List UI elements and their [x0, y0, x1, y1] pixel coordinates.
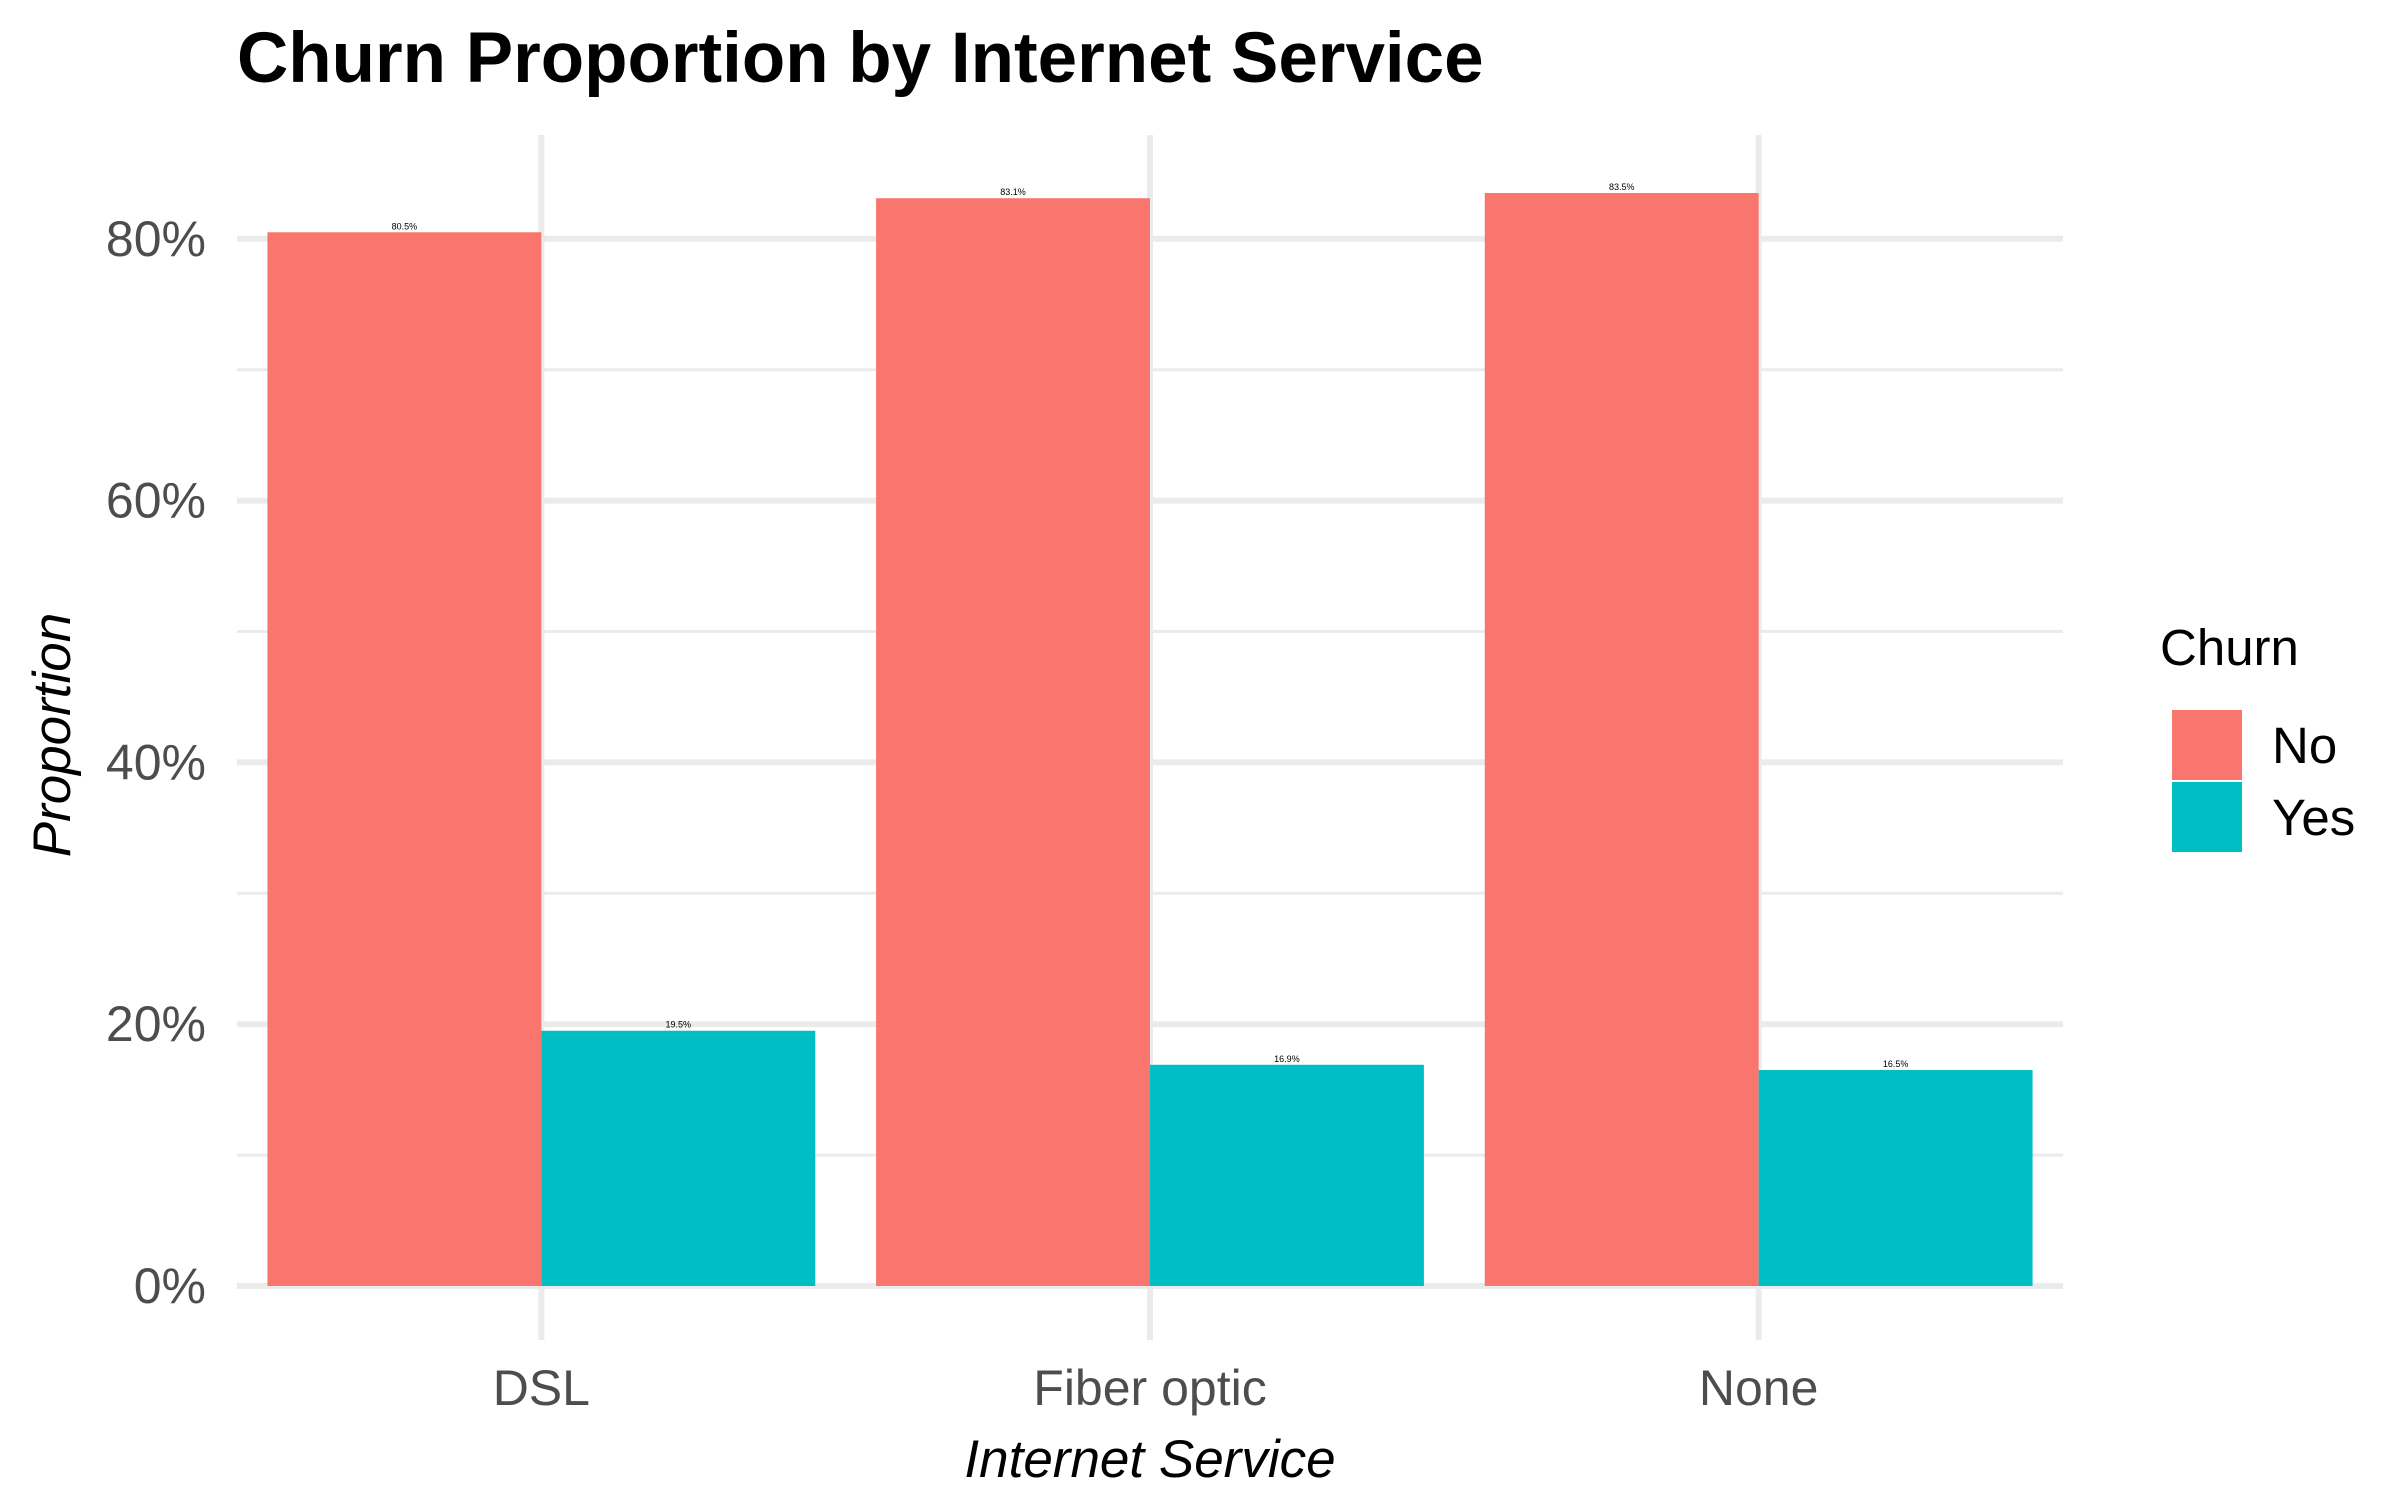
legend-label-no: No	[2272, 717, 2337, 774]
y-tick-label: 20%	[106, 996, 206, 1052]
legend-key-no	[2172, 710, 2242, 780]
bar-value-label: 83.1%	[1000, 187, 1026, 197]
legend-label-yes: Yes	[2272, 789, 2355, 846]
legend-key-yes	[2172, 782, 2242, 852]
y-tick-label: 60%	[106, 473, 206, 529]
bar-no	[876, 198, 1150, 1287]
x-tick-label: None	[1699, 1360, 1819, 1416]
y-tick-label: 0%	[134, 1258, 206, 1314]
legend-items: No Yes	[2172, 710, 2355, 852]
y-tick-label: 80%	[106, 211, 206, 267]
bar-yes	[1150, 1064, 1424, 1286]
bar-value-label: 83.5%	[1609, 182, 1635, 192]
bar-yes	[1758, 1070, 2033, 1286]
bar-no	[267, 232, 542, 1286]
x-axis-title: Internet Service	[964, 1430, 1335, 1489]
bar-yes	[541, 1030, 816, 1286]
y-axis-title: Proportion	[23, 613, 82, 858]
bar-value-label: 19.5%	[666, 1020, 692, 1030]
bar-value-label: 80.5%	[392, 221, 418, 231]
bars	[267, 192, 2033, 1287]
y-axis: 0% 20% 40% 60% 80%	[106, 211, 206, 1314]
x-axis: DSL Fiber optic None	[493, 1360, 1819, 1416]
bar-no	[1484, 192, 1759, 1287]
bar-value-label: 16.5%	[1883, 1059, 1909, 1069]
chart-title: Churn Proportion by Internet Service	[237, 19, 1484, 98]
x-tick-label: Fiber optic	[1033, 1360, 1266, 1416]
bar-value-label: 16.9%	[1274, 1054, 1300, 1064]
y-tick-label: 40%	[106, 734, 206, 790]
bar-labels: 80.5% 19.5% 83.1% 16.9% 83.5% 16.5%	[392, 182, 1909, 1069]
legend-title: Churn	[2160, 619, 2299, 676]
legend: Churn No Yes	[2160, 619, 2355, 852]
x-tick-label: DSL	[493, 1360, 590, 1416]
